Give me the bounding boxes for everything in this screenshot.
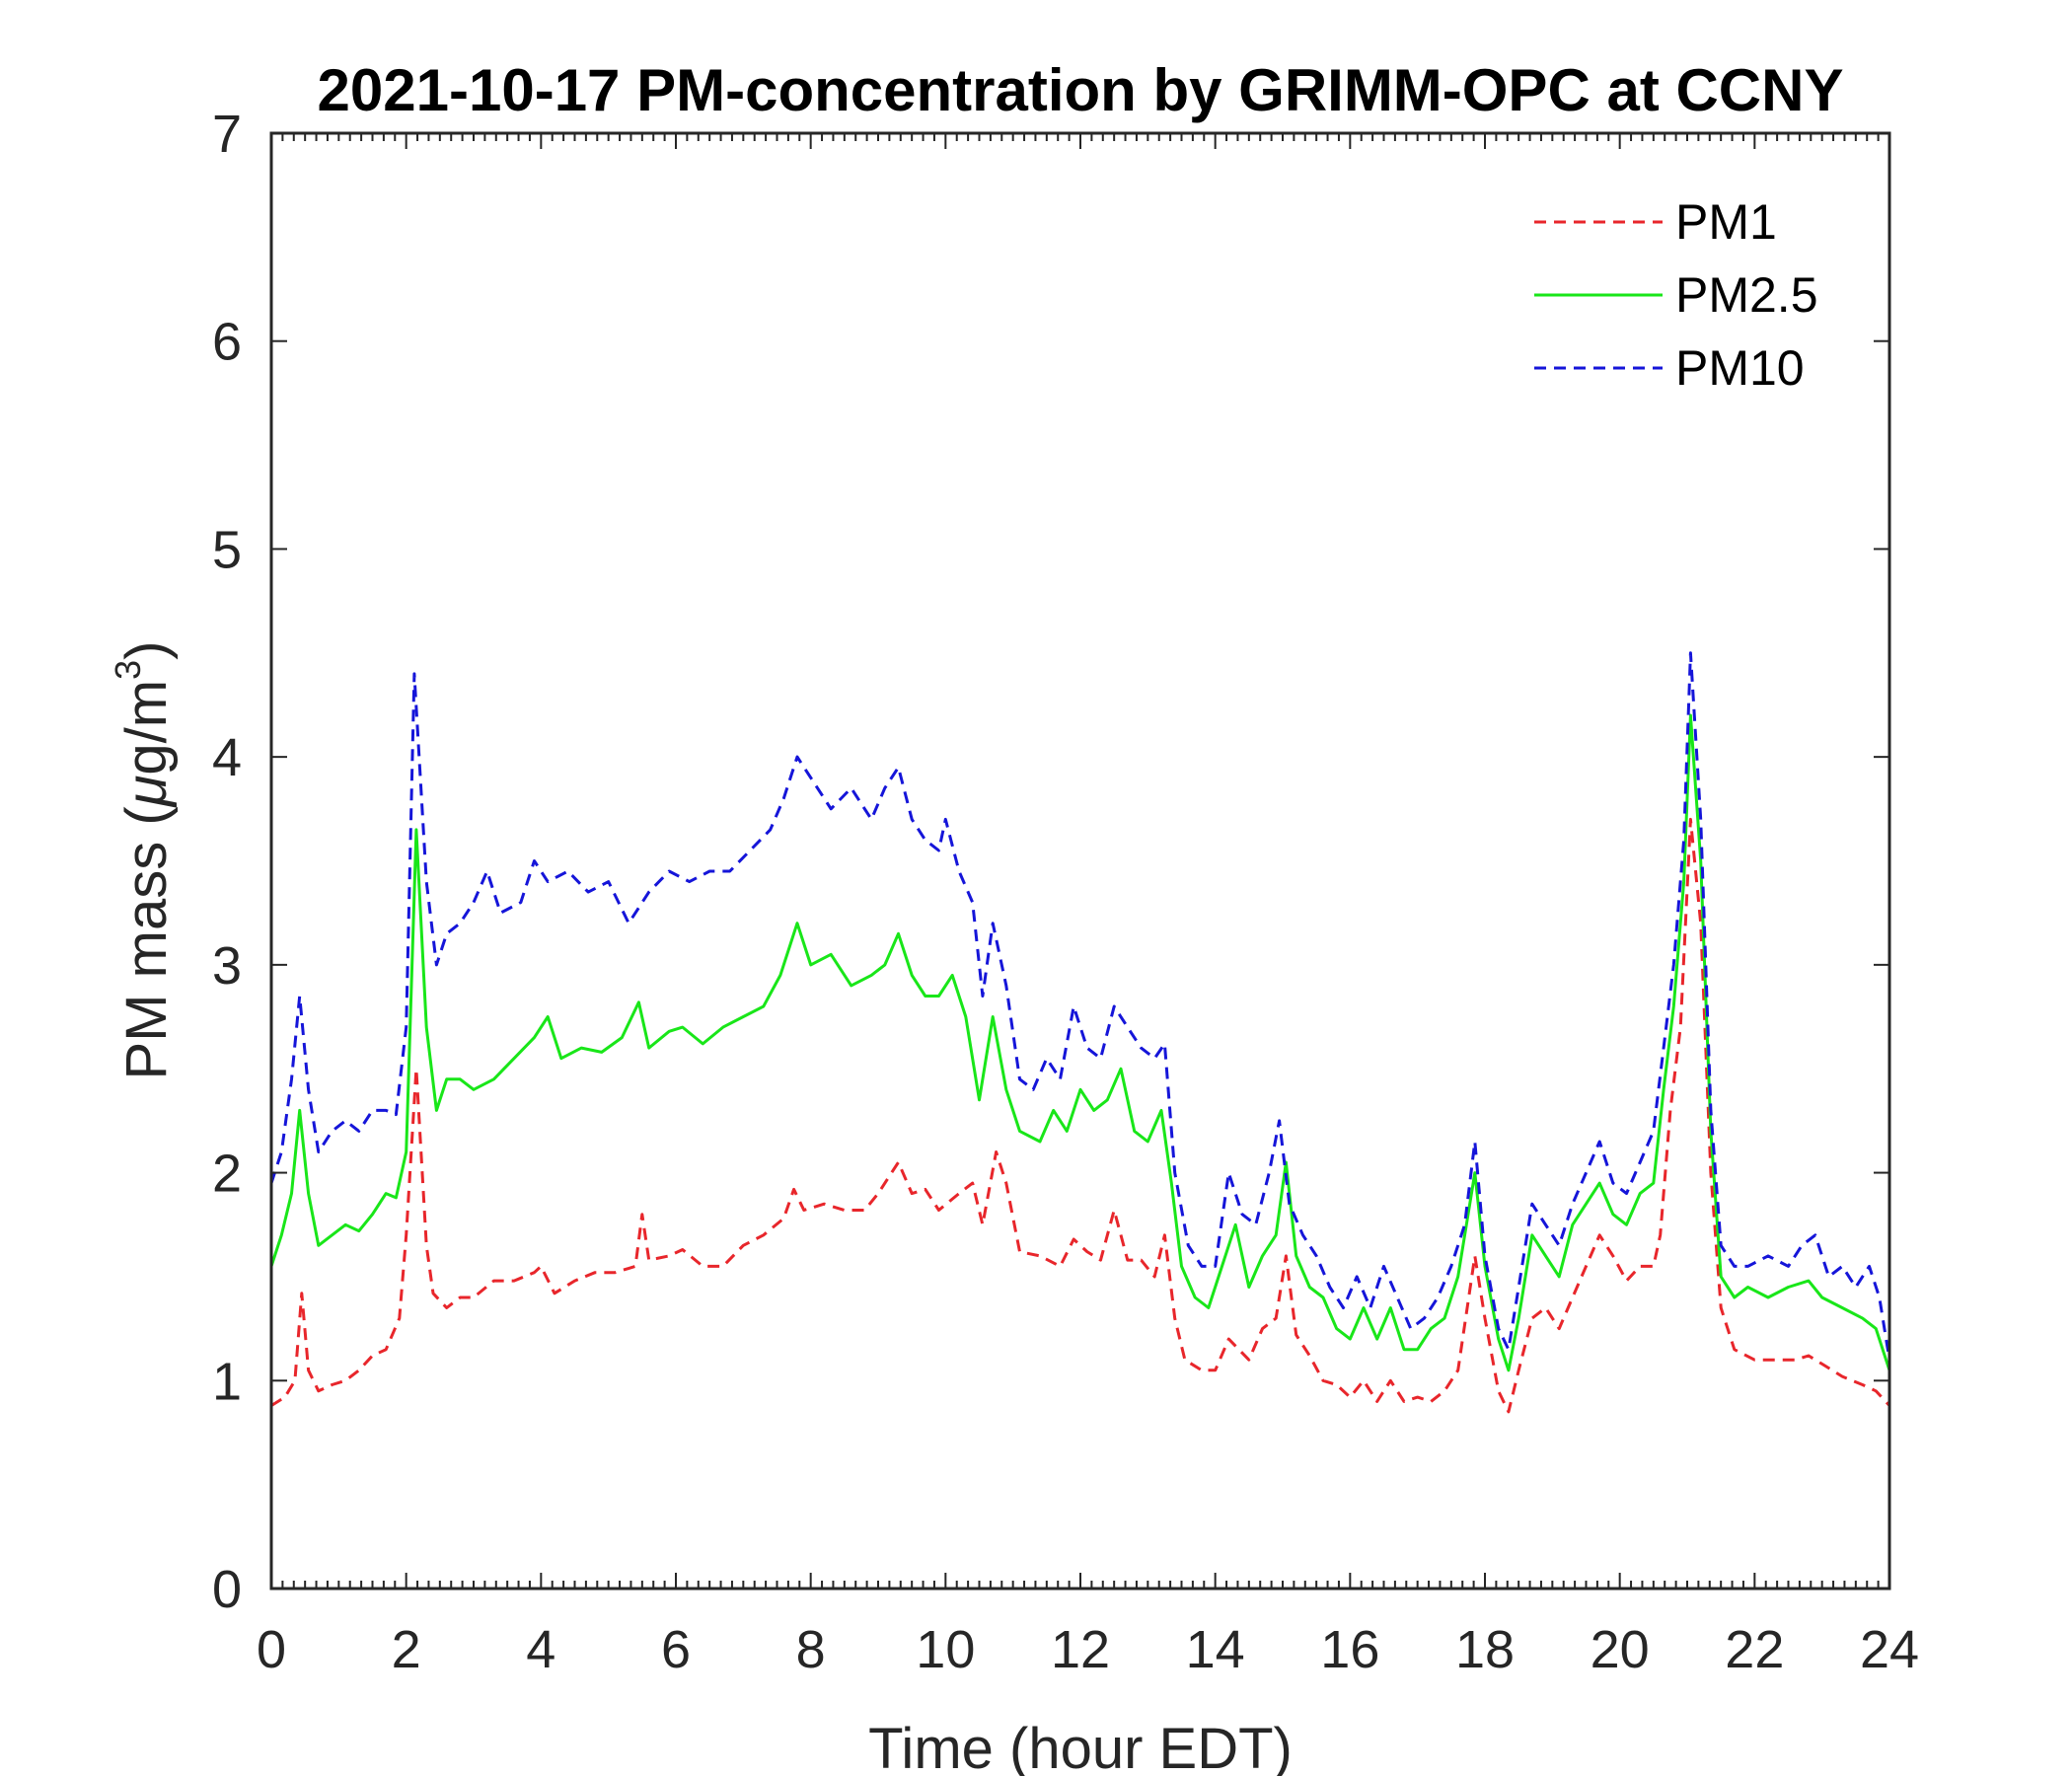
x-tick-label: 2 [392, 1620, 421, 1679]
x-tick-label: 16 [1320, 1620, 1379, 1679]
x-tick-label: 12 [1051, 1620, 1110, 1679]
y-tick-label: 4 [212, 728, 242, 787]
series-line-pm1 [270, 817, 1891, 1414]
y-tick-label: 6 [212, 313, 242, 372]
y-tick-label: 1 [212, 1352, 242, 1411]
x-tick-label: 8 [796, 1620, 826, 1679]
x-tick-label: 24 [1860, 1620, 1919, 1679]
y-tick-label: 3 [212, 936, 242, 996]
x-tick-label: 10 [916, 1620, 975, 1679]
legend-label-pm10: PM10 [1675, 340, 1805, 396]
y-tick-label: 2 [212, 1145, 242, 1204]
series-line-pm2-5 [269, 713, 1891, 1372]
legend-label-pm1: PM1 [1675, 194, 1777, 250]
y-tick-label: 5 [212, 520, 242, 579]
x-axis-title: Time (hour EDT) [868, 1717, 1293, 1776]
legend-box [1515, 178, 1860, 405]
chart-title: 2021-10-17 PM-concentration by GRIMM-OPC… [318, 57, 1844, 123]
y-axis-title: PM mass (μg/m3) [108, 641, 179, 1080]
x-tick-label: 14 [1186, 1620, 1245, 1679]
x-tick-label: 0 [257, 1620, 286, 1679]
legend: PM1 PM2.5 PM10 [1515, 178, 1860, 405]
y-tick-label: 7 [212, 105, 242, 164]
legend-label-pm2-5: PM2.5 [1675, 267, 1818, 323]
y-tick-label: 0 [212, 1560, 242, 1619]
x-tick-label: 22 [1725, 1620, 1784, 1679]
series-layer [269, 651, 1891, 1414]
x-tick-label: 6 [661, 1620, 691, 1679]
x-tick-label: 4 [526, 1620, 555, 1679]
x-tick-label: 18 [1455, 1620, 1515, 1679]
x-tick-label: 20 [1591, 1620, 1650, 1679]
series-line-pm10 [269, 651, 1891, 1361]
